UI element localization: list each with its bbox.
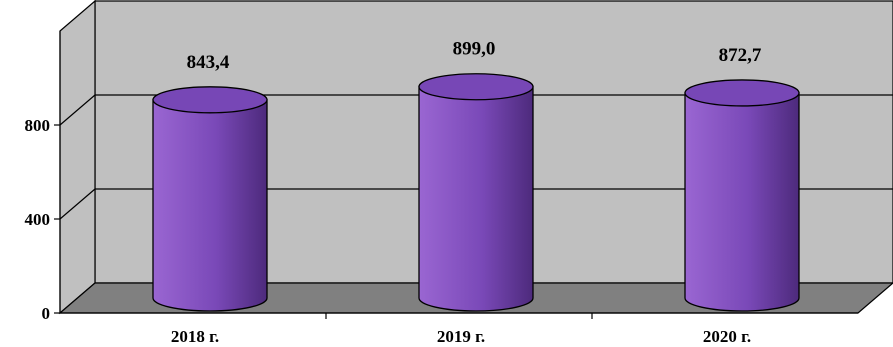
bar-top [152,86,268,114]
x-tick-label: 2019 г. [437,327,485,346]
data-label: 899,0 [453,39,496,60]
gridline-side [59,94,96,126]
bar-body [152,99,268,312]
bar-top [684,79,800,107]
bar [684,79,800,312]
axis-layer: 0 400 800 [25,31,858,323]
x-tick-label: 2018 г. [171,327,219,346]
y-tick-label: 0 [42,304,51,323]
y-tick-label: 800 [25,116,51,135]
y-tick-label: 400 [25,210,51,229]
side-wall [59,0,96,315]
bar-top [418,73,534,101]
bars-layer [152,73,800,312]
bar [418,73,534,312]
bar-body [684,92,800,312]
gridline-side [59,188,96,220]
x-tick-label: 2020 г. [703,327,751,346]
data-label: 843,4 [187,52,230,73]
data-label: 872,7 [719,45,762,66]
bar [152,86,268,312]
bar-body [418,86,534,312]
labels-layer: 843,4 2018 г. 899,0 2019 г. 872,7 2020 г. [171,39,762,346]
